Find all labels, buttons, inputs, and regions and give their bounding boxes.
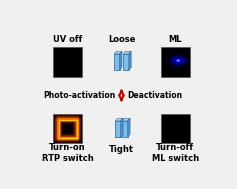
Text: Turn-on
RTP switch: Turn-on RTP switch	[42, 143, 93, 163]
Text: Photo-activation: Photo-activation	[43, 91, 116, 100]
Ellipse shape	[176, 59, 180, 62]
Bar	[59, 120, 77, 138]
Text: Loose: Loose	[108, 35, 135, 44]
Text: UV off: UV off	[53, 35, 82, 44]
Text: Tight: Tight	[109, 145, 134, 154]
Bar	[58, 119, 77, 138]
Polygon shape	[128, 118, 130, 137]
Ellipse shape	[166, 53, 191, 68]
Bar	[122, 121, 128, 137]
Bar	[123, 54, 129, 70]
Text: Turn-off
ML switch: Turn-off ML switch	[152, 143, 199, 163]
Text: Deactivation: Deactivation	[127, 91, 182, 100]
Bar	[58, 119, 77, 138]
Bar	[58, 119, 77, 138]
Bar	[53, 47, 82, 77]
Ellipse shape	[172, 57, 185, 64]
Bar	[161, 47, 190, 77]
Ellipse shape	[177, 60, 179, 61]
Polygon shape	[120, 51, 122, 70]
Bar	[58, 119, 77, 138]
Bar	[115, 121, 121, 137]
Polygon shape	[122, 118, 130, 121]
Bar	[58, 119, 77, 138]
Bar	[53, 114, 82, 143]
Bar	[161, 114, 190, 143]
Ellipse shape	[169, 55, 188, 66]
Bar	[161, 47, 190, 77]
Ellipse shape	[175, 59, 181, 62]
Ellipse shape	[173, 58, 183, 64]
Polygon shape	[123, 51, 131, 54]
Bar	[114, 54, 120, 70]
Polygon shape	[129, 51, 131, 70]
Polygon shape	[121, 118, 123, 137]
Polygon shape	[114, 51, 122, 54]
Polygon shape	[115, 118, 123, 121]
Text: ML: ML	[169, 35, 182, 44]
